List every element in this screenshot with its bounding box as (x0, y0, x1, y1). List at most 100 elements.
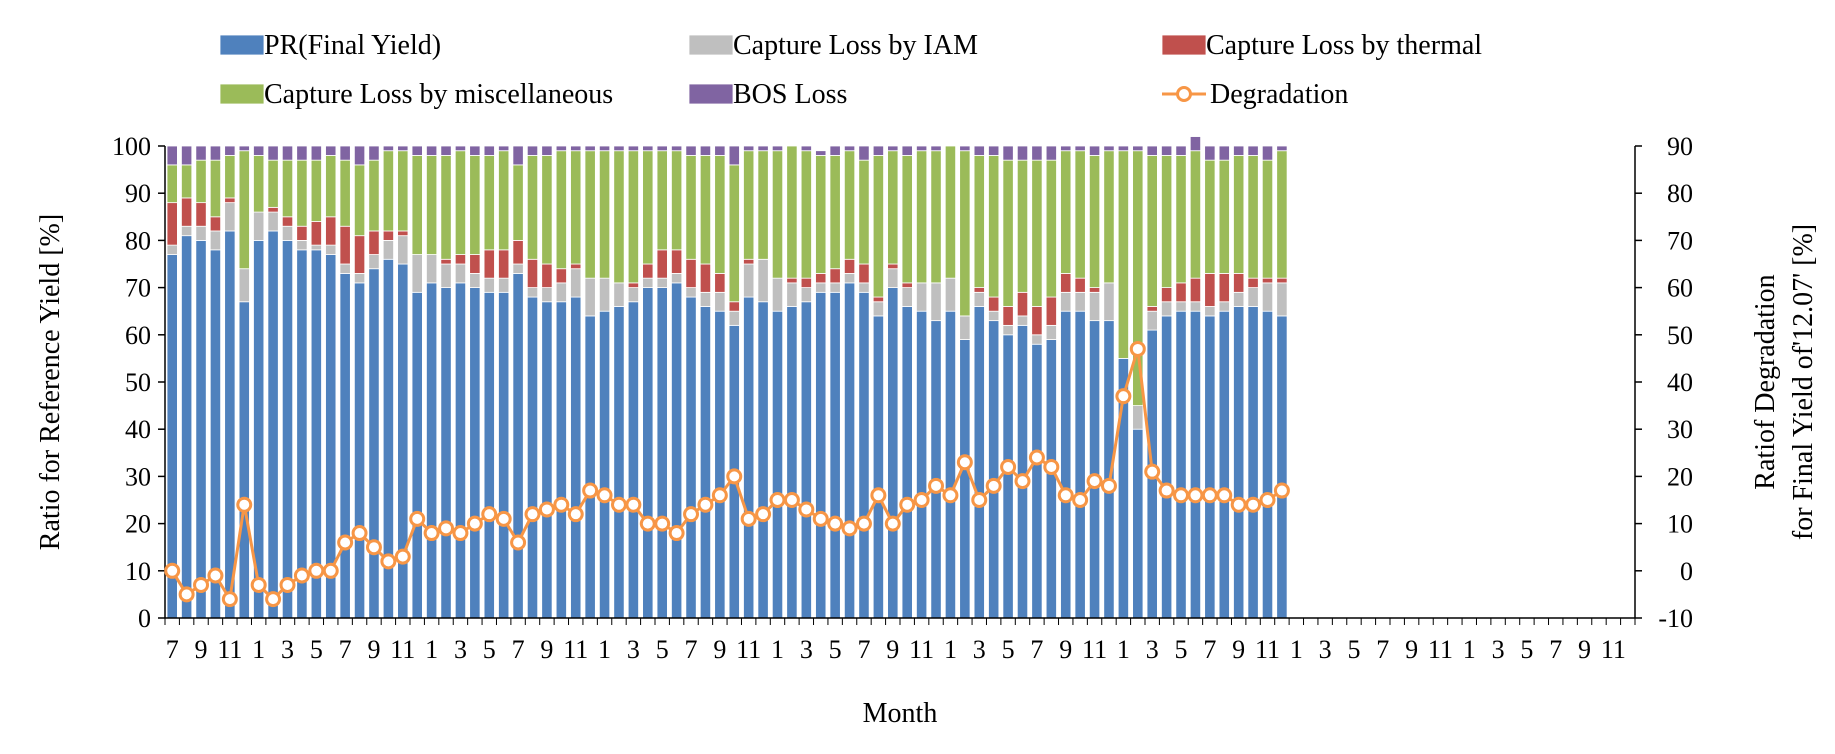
bar-bos-loss-40 (743, 145, 755, 152)
bar-capture-loss-by-miscellaneous-65 (1103, 150, 1115, 284)
y-tick-label: 70 (125, 274, 151, 303)
bar-pr-final-yield--31 (613, 306, 625, 619)
bar-capture-loss-by-miscellaneous-55 (959, 150, 971, 317)
degradation-point-53 (928, 477, 945, 494)
bar-bos-loss-70 (1175, 145, 1187, 156)
bar-pr-final-yield--67 (1132, 428, 1144, 619)
x-tick-label: 11 (1082, 635, 1107, 664)
bar-capture-loss-by-iam-67 (1132, 405, 1144, 430)
bar-bos-loss-53 (930, 145, 942, 152)
bar-pr-final-yield--45 (815, 291, 827, 619)
x-tick-label: 5 (656, 635, 669, 664)
degradation-point-34 (654, 515, 671, 532)
bar-pr-final-yield--22 (483, 291, 495, 619)
y-tick-label: 30 (125, 462, 151, 491)
bar-capture-loss-by-iam-9 (296, 239, 308, 251)
x-tick-label: 7 (339, 635, 352, 664)
bar-capture-loss-by-miscellaneous-17 (411, 155, 423, 255)
degradation-point-66 (1115, 388, 1132, 405)
x-tick-label: 3 (454, 635, 467, 664)
bar-pr-final-yield--64 (1088, 320, 1101, 619)
bar-capture-loss-by-iam-76 (1261, 282, 1274, 312)
degradation-point-3 (207, 567, 224, 584)
bar-pr-final-yield--75 (1247, 306, 1259, 619)
x-tick-label: 5 (1175, 635, 1188, 664)
bar-bos-loss-52 (916, 145, 928, 152)
x-tick-label: 7 (1376, 635, 1389, 664)
degradation-point-12 (337, 534, 354, 551)
degradation-point-45 (812, 510, 829, 527)
degradation-point-42 (769, 492, 786, 508)
bar-capture-loss-by-thermal-15 (382, 230, 394, 241)
bar-bos-loss-9 (296, 145, 308, 161)
bar-capture-loss-by-iam-17 (411, 254, 423, 293)
bar-pr-final-yield--47 (843, 282, 856, 619)
bar-capture-loss-by-miscellaneous-28 (570, 150, 582, 265)
bar-capture-loss-by-thermal-57 (988, 296, 1000, 312)
bar-capture-loss-by-miscellaneous-30 (598, 150, 611, 279)
bar-pr-final-yield--14 (368, 268, 380, 619)
bar-bos-loss-12 (339, 145, 351, 161)
bar-capture-loss-by-thermal-19 (440, 258, 452, 265)
bar-capture-loss-by-iam-22 (483, 277, 495, 293)
bar-capture-loss-by-miscellaneous-39 (728, 164, 740, 303)
bar-capture-loss-by-miscellaneous-18 (426, 155, 438, 255)
bar-capture-loss-by-thermal-16 (397, 230, 409, 237)
bar-pr-final-yield--60 (1031, 343, 1043, 619)
bar-capture-loss-by-iam-75 (1247, 287, 1259, 307)
bar-capture-loss-by-iam-71 (1189, 301, 1202, 312)
bar-capture-loss-by-iam-21 (469, 273, 481, 289)
bar-capture-loss-by-thermal-0 (166, 202, 178, 246)
x-axis-title: Month (863, 698, 938, 729)
legend-label-capture-loss-by-thermal: Capture Loss by thermal (1206, 30, 1482, 61)
bar-bos-loss-69 (1161, 145, 1173, 156)
x-tick-label: 5 (829, 635, 842, 664)
bar-bos-loss-34 (656, 145, 668, 152)
bar-pr-final-yield--18 (426, 282, 438, 619)
bar-pr-final-yield--34 (656, 287, 668, 619)
bar-capture-loss-by-miscellaneous-31 (613, 150, 625, 284)
degradation-point-6 (250, 576, 267, 593)
y-tick-label: 10 (125, 557, 151, 586)
bar-pr-final-yield--12 (339, 273, 351, 619)
degradation-point-63 (1072, 492, 1089, 508)
bar-capture-loss-by-iam-25 (526, 287, 539, 298)
bar-capture-loss-by-miscellaneous-21 (469, 155, 481, 255)
bar-pr-final-yield--42 (771, 310, 784, 619)
degradation-point-7 (265, 591, 282, 608)
degradation-point-15 (380, 553, 397, 570)
degradation-point-24 (510, 534, 527, 551)
x-tick-label: 3 (973, 635, 986, 664)
bar-bos-loss-22 (483, 145, 495, 156)
bar-capture-loss-by-iam-20 (454, 263, 467, 284)
degradation-point-39 (726, 468, 743, 485)
degradation-point-35 (668, 525, 685, 542)
bar-bos-loss-39 (728, 145, 740, 166)
bar-pr-final-yield--63 (1074, 310, 1086, 619)
bar-pr-final-yield--21 (469, 287, 481, 619)
bar-bos-loss-11 (325, 145, 337, 156)
bar-capture-loss-by-iam-33 (642, 277, 654, 289)
bar-capture-loss-by-thermal-34 (656, 249, 668, 279)
degradation-point-36 (683, 506, 700, 523)
bar-capture-loss-by-thermal-25 (526, 258, 539, 288)
bar-capture-loss-by-iam-23 (498, 277, 510, 293)
bar-pr-final-yield--10 (310, 249, 322, 619)
bar-capture-loss-by-miscellaneous-75 (1247, 155, 1259, 279)
x-tick-label: 1 (425, 635, 438, 664)
y-tick-label: 50 (125, 368, 151, 397)
degradation-point-32 (625, 496, 642, 513)
y-axis-title: Ratio for Reference Yield [%] (35, 214, 66, 550)
x-tick-label: 7 (166, 635, 179, 664)
x-tick-label: 7 (1203, 635, 1216, 664)
bar-pr-final-yield--37 (699, 306, 712, 619)
bar-capture-loss-by-miscellaneous-74 (1233, 155, 1245, 274)
bar-bos-loss-1 (181, 145, 193, 166)
bar-capture-loss-by-iam-74 (1233, 291, 1245, 307)
bar-capture-loss-by-thermal-10 (310, 221, 322, 246)
degradation-point-55 (956, 454, 973, 471)
bar-capture-loss-by-thermal-47 (843, 258, 856, 274)
bar-capture-loss-by-thermal-12 (339, 225, 351, 265)
bar-capture-loss-by-thermal-49 (872, 296, 884, 303)
degradation-point-67 (1129, 340, 1146, 357)
